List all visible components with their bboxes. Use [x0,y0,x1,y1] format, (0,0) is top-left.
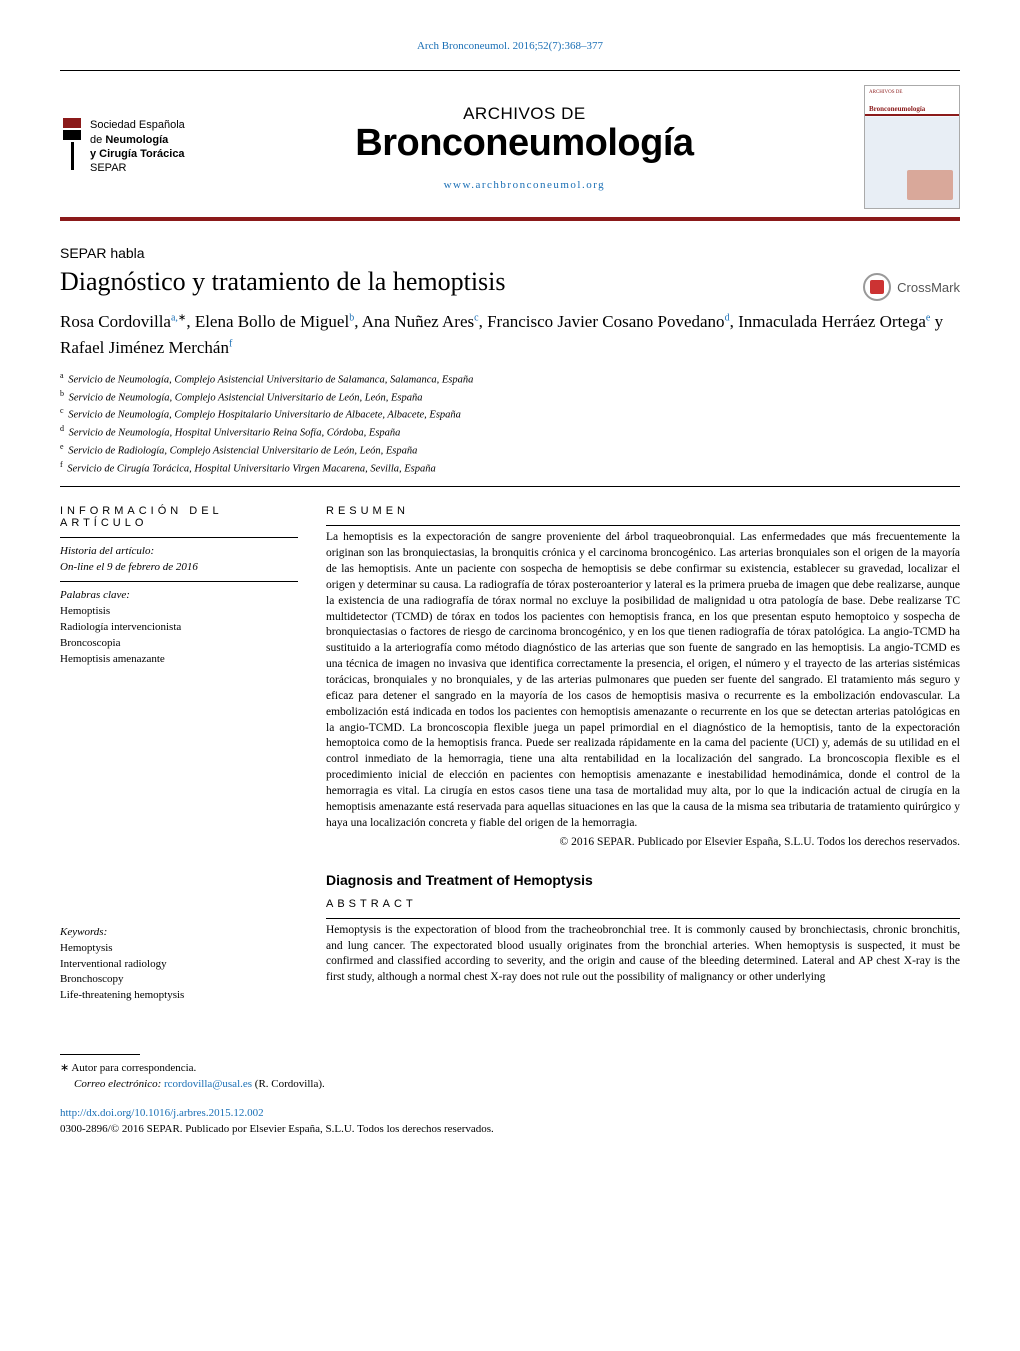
crossmark-badge[interactable]: CrossMark [863,273,960,301]
article-history: Historia del artículo: On-line el 9 de f… [60,538,298,581]
author: Rafael Jiménez Merchánf [60,338,232,357]
keyword: Hemoptisis amenazante [60,652,298,668]
resumen-heading: resumen [326,505,960,517]
affiliation: f Servicio de Cirugía Torácica, Hospital… [60,459,960,477]
abstract-body: Hemoptysis is the expectoration of blood… [326,923,960,986]
section-label: SEPAR habla [60,245,960,261]
society-text: Sociedad Española de Neumología y Cirugí… [90,118,185,175]
author: Francisco Javier Cosano Povedanod [487,312,729,331]
rule-brand [60,217,960,221]
author: Ana Nuñez Aresc [362,312,479,331]
journal-url[interactable]: www.archbronconeumol.org [185,179,864,191]
authors-line: Rosa Cordovillaa,∗, Elena Bollo de Migue… [60,309,960,360]
doi-link[interactable]: http://dx.doi.org/10.1016/j.arbres.2015.… [60,1107,264,1119]
keyword: Interventional radiology [60,957,298,973]
affiliation: c Servicio de Neumología, Complejo Hospi… [60,405,960,423]
journal-title-block: ARCHIVOS DE Bronconeumología www.archbro… [185,104,864,191]
affiliation: b Servicio de Neumología, Complejo Asist… [60,388,960,406]
crossmark-label: CrossMark [897,280,960,295]
masthead: Sociedad Española de Neumología y Cirugí… [60,71,960,217]
corresponding-author: ∗ Autor para correspondencia. [60,1061,960,1076]
separ-mark-icon [60,118,84,170]
cover-thumbnail: ARCHIVOS DE Bronconeumología [864,85,960,209]
author: Inmaculada Herráez Ortegae [738,312,930,331]
rule-after-affil [60,486,960,487]
affiliation: e Servicio de Radiología, Complejo Asist… [60,441,960,459]
article-info-col: información del artículo Historia del ar… [60,505,298,918]
keyword: Broncoscopia [60,636,298,652]
affiliation: a Servicio de Neumología, Complejo Asist… [60,370,960,388]
affiliation: d Servicio de Neumología, Hospital Unive… [60,423,960,441]
resumen-copyright: © 2016 SEPAR. Publicado por Elsevier Esp… [326,836,960,848]
footnote-rule [60,1054,140,1055]
affiliations: a Servicio de Neumología, Complejo Asist… [60,370,960,476]
keywords-es: Palabras clave: HemoptisisRadiología int… [60,582,298,678]
doi-block: http://dx.doi.org/10.1016/j.arbres.2015.… [60,1106,960,1137]
author: Rosa Cordovillaa,∗ [60,312,186,331]
keyword: Hemoptysis [60,941,298,957]
footnotes: ∗ Autor para correspondencia. Correo ele… [60,1054,960,1092]
keyword: Life-threatening hemoptysis [60,988,298,1004]
keyword: Hemoptisis [60,604,298,620]
issn-line: 0300-2896/© 2016 SEPAR. Publicado por El… [60,1122,960,1137]
citation-link[interactable]: Arch Bronconeumol. 2016;52(7):368–377 [60,40,960,52]
info-heading: información del artículo [60,505,298,529]
resumen-body: La hemoptisis es la expectoración de san… [326,530,960,831]
journal-sup: ARCHIVOS DE [185,104,864,124]
author-email-link[interactable]: rcordovilla@usal.es [164,1078,252,1090]
keywords-en: Keywords: HemoptysisInterventional radio… [60,919,298,1015]
rule-resumen [326,525,960,526]
journal-main: Bronconeumología [185,122,864,165]
crossmark-icon [863,273,891,301]
english-title: Diagnosis and Treatment of Hemoptysis [326,872,960,888]
keyword: Radiología intervencionista [60,620,298,636]
society-logo: Sociedad Española de Neumología y Cirugí… [60,118,185,175]
author: Elena Bollo de Miguelb [195,312,354,331]
article-title: Diagnóstico y tratamiento de la hemoptis… [60,267,960,297]
abstract-heading: abstract [326,898,960,910]
abstract-col: resumen La hemoptisis es la expectoració… [326,505,960,918]
keyword: Bronchoscopy [60,972,298,988]
